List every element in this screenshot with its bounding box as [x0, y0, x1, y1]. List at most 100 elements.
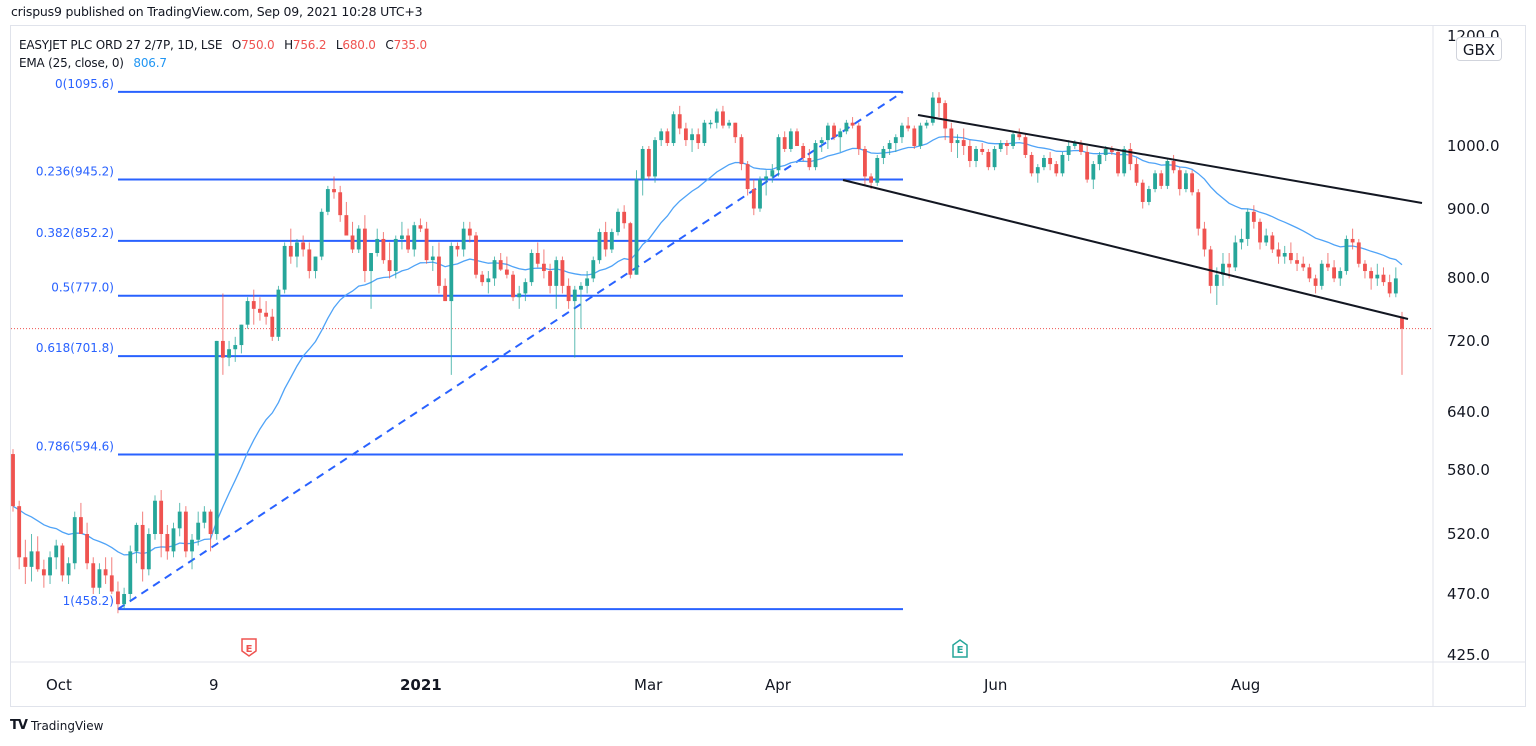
- fib-trend-dashed-line[interactable]: [117, 90, 904, 610]
- time-tick-label: Mar: [634, 676, 663, 694]
- candle-body: [1091, 164, 1096, 180]
- candle-body: [1103, 148, 1108, 155]
- time-tick-label: 9: [209, 676, 219, 694]
- channel-upper-line[interactable]: [917, 114, 1423, 204]
- channel-lower-line[interactable]: [842, 179, 1409, 320]
- price-tick-label: 900.0: [1447, 200, 1490, 218]
- candle-body: [603, 232, 608, 250]
- candle-body: [541, 263, 546, 272]
- high-value: 756.2: [292, 38, 327, 52]
- candle-body: [850, 122, 855, 126]
- candle-body: [881, 148, 886, 158]
- candle-body: [406, 235, 411, 250]
- candle-body: [412, 225, 417, 250]
- candle-body: [856, 125, 861, 149]
- candle-body: [362, 228, 367, 272]
- candle-body: [1307, 267, 1312, 279]
- svg-text:E: E: [957, 645, 964, 656]
- candle-body: [338, 192, 343, 216]
- currency-unit-button[interactable]: GBX: [1456, 37, 1502, 61]
- candle-body: [313, 256, 318, 272]
- ema-line[interactable]: [12, 135, 1403, 556]
- candle-body: [227, 349, 231, 358]
- candle-body: [276, 289, 281, 337]
- candle-body: [653, 140, 657, 177]
- ema-value: 806.7: [133, 56, 167, 70]
- candle-body: [171, 528, 176, 552]
- candle-body: [597, 232, 602, 261]
- candle-body: [622, 211, 627, 224]
- candle-body: [165, 534, 170, 552]
- candle-body: [1023, 137, 1028, 155]
- candle-body: [1011, 134, 1015, 146]
- candle-body: [295, 242, 299, 257]
- candle-body: [967, 146, 972, 162]
- candle-body: [159, 500, 164, 535]
- candle-body: [1375, 274, 1380, 279]
- candle-body: [375, 238, 380, 253]
- candle-body: [1313, 278, 1318, 286]
- candle-body: [208, 511, 213, 535]
- candle-body: [974, 148, 978, 162]
- high-label: H: [284, 38, 293, 52]
- candle-body: [863, 148, 867, 177]
- candle-body: [560, 260, 565, 286]
- price-tick-label: 520.0: [1447, 525, 1490, 543]
- chart-legend: EASYJET PLC ORD 27 2/7P, 1D, LSE O750.0 …: [19, 36, 427, 72]
- candle-body: [683, 128, 688, 141]
- candle-body: [844, 122, 849, 132]
- candle-body: [986, 151, 991, 168]
- candle-body: [504, 269, 509, 275]
- footer-brand-text[interactable]: TradingView: [30, 718, 104, 733]
- time-tick-label: 2021: [400, 676, 442, 694]
- candle-body: [1128, 148, 1133, 165]
- candle-body: [325, 189, 330, 212]
- candle-body: [640, 148, 645, 180]
- candle-body: [196, 522, 201, 540]
- ema-label[interactable]: EMA (25, close, 0): [19, 56, 124, 70]
- candle-body: [1116, 151, 1120, 174]
- candle-body: [78, 517, 83, 535]
- candle-body: [146, 534, 151, 570]
- candle-body: [943, 103, 948, 129]
- candle-body: [1004, 143, 1009, 146]
- candle-body: [387, 260, 392, 272]
- candle-body: [190, 539, 194, 552]
- price-tick-label: 1000.0: [1447, 137, 1500, 155]
- candle-body: [1035, 167, 1040, 174]
- earnings-event-icon[interactable]: E: [952, 639, 968, 658]
- candle-body: [1387, 282, 1392, 294]
- candle-body: [566, 285, 571, 302]
- candle-body: [264, 312, 269, 317]
- candle-body: [554, 260, 559, 286]
- candle-body: [1295, 260, 1299, 264]
- candle-body: [1356, 242, 1361, 264]
- price-tick-label: 580.0: [1447, 461, 1490, 479]
- candle-body: [350, 235, 355, 250]
- candle-body: [832, 125, 836, 138]
- open-label: O: [231, 38, 242, 52]
- candle-body: [41, 569, 46, 576]
- publisher-line: crispus9 published on TradingView.com, S…: [11, 4, 423, 19]
- candle-body: [751, 189, 756, 209]
- candle-body: [696, 134, 701, 144]
- candle-body: [233, 345, 238, 350]
- candle-body: [1054, 164, 1059, 174]
- candle-body: [11, 454, 15, 507]
- svg-text:E: E: [246, 644, 253, 655]
- candle-body: [1301, 263, 1306, 268]
- candle-body: [1134, 164, 1139, 183]
- time-tick-label: Aug: [1231, 676, 1260, 694]
- earnings-event-icon[interactable]: E: [241, 638, 257, 657]
- candle-body: [134, 524, 139, 552]
- candle-body: [918, 125, 923, 146]
- symbol-title[interactable]: EASYJET PLC ORD 27 2/7P, 1D, LSE: [19, 38, 223, 52]
- candle-body: [795, 131, 799, 146]
- candle-body: [776, 137, 781, 171]
- time-tick-label: Jun: [983, 676, 1007, 694]
- candle-body: [924, 122, 929, 126]
- candle-body: [91, 563, 96, 588]
- candle-body: [702, 122, 707, 144]
- candle-body: [788, 131, 793, 149]
